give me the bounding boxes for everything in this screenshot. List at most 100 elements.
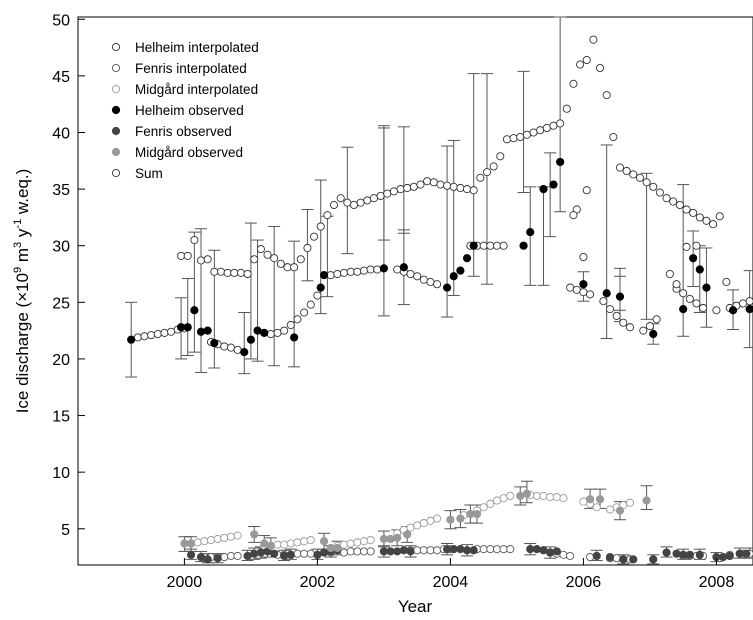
data-point [393, 533, 402, 542]
data-point [722, 277, 731, 286]
data-point [310, 232, 319, 241]
data-point [403, 530, 412, 539]
data-point [442, 283, 452, 292]
legend-marker [111, 105, 121, 115]
data-point [260, 539, 269, 548]
data-point [665, 269, 674, 279]
data-point [576, 60, 585, 69]
data-point [313, 550, 322, 559]
data-point [183, 323, 192, 332]
data-point [339, 540, 349, 549]
error-bar [544, 152, 557, 238]
x-tick-label: 2000 [167, 574, 203, 591]
data-point [462, 254, 472, 263]
legend-marker [111, 84, 121, 94]
data-point [409, 182, 418, 191]
data-point [180, 539, 189, 548]
data-point [359, 266, 369, 275]
data-point [582, 55, 591, 65]
data-point [167, 327, 176, 336]
data-point [516, 491, 525, 501]
data-point [649, 555, 658, 564]
data-point [140, 332, 149, 341]
data-point [303, 243, 312, 253]
data-point [602, 289, 611, 298]
error-bar [188, 231, 201, 353]
data-point [256, 245, 265, 254]
x-tick-label: 2006 [566, 574, 602, 591]
data-point [223, 268, 232, 277]
data-point [695, 550, 704, 559]
data-point [539, 184, 548, 194]
data-point [546, 548, 555, 557]
data-point [200, 537, 209, 546]
data-point [516, 132, 525, 142]
data-point [196, 256, 206, 265]
data-point [619, 555, 628, 564]
data-point [346, 267, 355, 276]
data-point [559, 550, 568, 559]
data-point [649, 329, 658, 339]
series-group [127, 157, 753, 357]
data-point [319, 271, 329, 280]
data-point [472, 509, 482, 519]
y-axis-title-sup: 9 [12, 267, 24, 273]
legend-label: Fenris observed [135, 124, 232, 139]
data-point [426, 546, 435, 555]
data-point [273, 328, 282, 337]
legend-label: Fenris interpolated [135, 61, 247, 76]
error-bar [480, 73, 493, 285]
data-point [293, 315, 302, 324]
data-point [745, 297, 753, 306]
data-point [346, 539, 355, 548]
data-point [336, 194, 345, 203]
data-point [506, 545, 515, 554]
data-point [396, 185, 405, 194]
data-point [366, 547, 375, 556]
data-point [499, 494, 508, 503]
data-point [127, 335, 136, 344]
data-point [462, 546, 472, 555]
data-point [406, 523, 415, 532]
data-point [220, 533, 229, 542]
data-point [702, 283, 711, 292]
data-point [233, 551, 242, 560]
data-point [203, 326, 212, 335]
data-point [449, 545, 458, 554]
data-point [605, 505, 615, 514]
data-point [270, 549, 279, 558]
data-point [725, 551, 734, 561]
error-bar [640, 172, 653, 320]
data-point [359, 537, 369, 546]
legend-marker [111, 147, 121, 157]
legend-marker [111, 63, 121, 73]
data-point [346, 547, 355, 556]
data-point [426, 516, 435, 525]
data-point [566, 551, 575, 560]
legend-item: Fenris observed [111, 124, 232, 139]
data-point [456, 514, 465, 523]
data-point [546, 493, 555, 502]
data-point [213, 534, 222, 544]
data-point [266, 329, 275, 339]
data-point [715, 212, 724, 221]
data-point [333, 269, 342, 279]
data-point [286, 539, 295, 548]
data-point [709, 220, 718, 229]
data-point [220, 553, 229, 562]
data-point [356, 198, 365, 207]
data-point [529, 128, 538, 137]
data-point [276, 259, 285, 268]
data-point [579, 280, 588, 289]
data-point [216, 267, 226, 276]
data-point [383, 189, 392, 198]
data-point [556, 157, 565, 167]
error-bar [195, 228, 208, 374]
y-tick-label: 25 [52, 295, 70, 312]
data-point [642, 178, 651, 187]
data-point [283, 263, 292, 272]
data-point [426, 277, 435, 286]
data-point [213, 554, 222, 563]
data-point [190, 306, 199, 315]
data-point [522, 489, 531, 498]
